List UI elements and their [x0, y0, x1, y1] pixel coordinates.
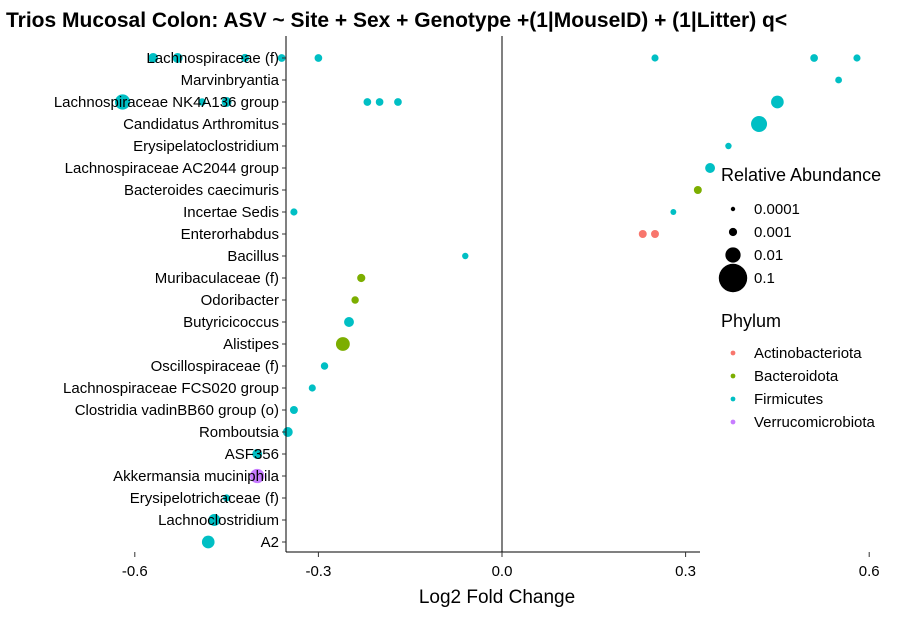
- data-point: [314, 54, 323, 62]
- y-tick-label: Lachnospiraceae AC2044 group: [65, 160, 279, 177]
- y-tick-label: Incertae Sedis: [183, 204, 279, 221]
- y-tick-label: Bacteroides caecimuris: [124, 182, 279, 199]
- size-legend-key: [730, 206, 736, 212]
- y-tick-label: Bacillus: [227, 248, 279, 265]
- data-point: [853, 54, 861, 62]
- data-point: [223, 494, 231, 502]
- y-tick-label: Enterorhabdus: [181, 226, 279, 243]
- data-point: [394, 98, 402, 106]
- data-point: [751, 115, 768, 133]
- data-point: [290, 208, 298, 216]
- y-tick-label: ASF356: [225, 446, 279, 463]
- data-point: [375, 98, 384, 106]
- size-legend-label: 0.1: [754, 270, 775, 287]
- data-point: [705, 163, 716, 173]
- y-tick-label: Butyricicoccus: [183, 314, 279, 331]
- y-tick-label: Odoribacter: [201, 292, 279, 309]
- data-point: [277, 54, 286, 62]
- y-tick-label: Akkermansia muciniphila: [113, 468, 280, 485]
- data-point: [693, 186, 702, 194]
- y-tick-label: Lachnospiraceae (f): [146, 50, 279, 67]
- phylum-legend-key: [730, 396, 736, 402]
- data-point: [172, 53, 183, 63]
- data-point: [221, 97, 232, 107]
- data-point: [240, 53, 250, 63]
- data-point: [344, 317, 354, 327]
- y-tick-label: Lachnoclostridium: [158, 512, 279, 529]
- size-legend-label: 0.001: [754, 224, 792, 241]
- data-point: [638, 230, 647, 238]
- data-point: [462, 252, 469, 260]
- size-legend-title: Relative Abundance: [721, 165, 881, 185]
- data-point: [250, 468, 265, 484]
- data-point: [308, 384, 316, 392]
- phylum-legend-label: Actinobacteriota: [754, 345, 862, 362]
- phylum-legend-title: Phylum: [721, 311, 781, 331]
- data-point: [363, 98, 372, 106]
- data-point: [320, 362, 329, 370]
- y-axis: Lachnospiraceae (f) Marvinbryantia Lachnos…: [54, 36, 287, 552]
- phylum-legend-key: [730, 419, 736, 425]
- data-point: [148, 53, 159, 63]
- phylum-legend-label: Verrucomicrobiota: [754, 414, 876, 431]
- data-point: [835, 76, 842, 84]
- data-point: [282, 427, 293, 437]
- data-point: [351, 296, 359, 304]
- data-point: [771, 95, 784, 109]
- y-tick-label: A2: [261, 534, 279, 551]
- data-point: [114, 94, 131, 110]
- data-point: [810, 54, 818, 62]
- y-tick-label: Lachnospiraceae FCS020 group: [63, 380, 279, 397]
- x-tick-label: -0.3: [305, 563, 331, 580]
- size-legend: Relative Abundance 0.0001 0.001 0.01 0.1: [718, 165, 881, 293]
- data-point: [357, 273, 366, 283]
- chart-title: Trios Mucosal Colon: ASV ~ Site + Sex + …: [6, 9, 787, 32]
- y-tick-label: Erysipelotrichaceae (f): [130, 490, 279, 507]
- data-point: [651, 230, 659, 238]
- size-legend-key: [728, 227, 738, 237]
- x-axis: -0.6 -0.3 0.0 0.3 0.6: [122, 551, 880, 580]
- y-tick-label: Erysipelatoclostridium: [133, 138, 279, 155]
- data-point: [208, 514, 221, 526]
- x-tick-label: 0.3: [675, 563, 696, 580]
- size-legend-key: [718, 263, 748, 293]
- size-legend-label: 0.0001: [754, 201, 800, 218]
- x-tick-label: 0.6: [859, 563, 880, 580]
- x-axis-label: Log2 Fold Change: [419, 587, 575, 608]
- y-tick-label: Lachnospiraceae NK4A136 group: [54, 94, 279, 111]
- y-tick-label: Romboutsia: [199, 424, 280, 441]
- phylum-legend-key: [730, 373, 736, 379]
- data-point: [725, 142, 732, 150]
- plot-area: [114, 36, 861, 552]
- data-point: [252, 449, 263, 459]
- phylum-legend-label: Bacteroidota: [754, 368, 839, 385]
- y-tick-label: Clostridia vadinBB60 group (o): [75, 402, 279, 419]
- y-tick-label: Marvinbryantia: [181, 72, 280, 89]
- size-legend-label: 0.01: [754, 247, 783, 264]
- y-tick-label: Muribaculaceae (f): [155, 270, 279, 287]
- phylum-legend: Phylum Actinobacteriota Bacteroidota Firmi…: [721, 311, 876, 431]
- phylum-legend-label: Firmicutes: [754, 391, 823, 408]
- y-tick-label: Candidatus Arthromitus: [123, 116, 279, 133]
- x-tick-label: -0.6: [122, 563, 148, 580]
- data-point: [670, 209, 677, 215]
- x-tick-label: 0.0: [492, 563, 513, 580]
- size-legend-key: [725, 247, 741, 263]
- y-tick-label: Alistipes: [223, 336, 279, 353]
- phylum-legend-key: [730, 350, 736, 356]
- data-point: [335, 337, 350, 351]
- data-point: [651, 54, 659, 62]
- data-point: [289, 406, 298, 414]
- data-point: [201, 535, 215, 549]
- data-point: [198, 98, 206, 106]
- y-tick-label: Oscillospiraceae (f): [151, 358, 279, 375]
